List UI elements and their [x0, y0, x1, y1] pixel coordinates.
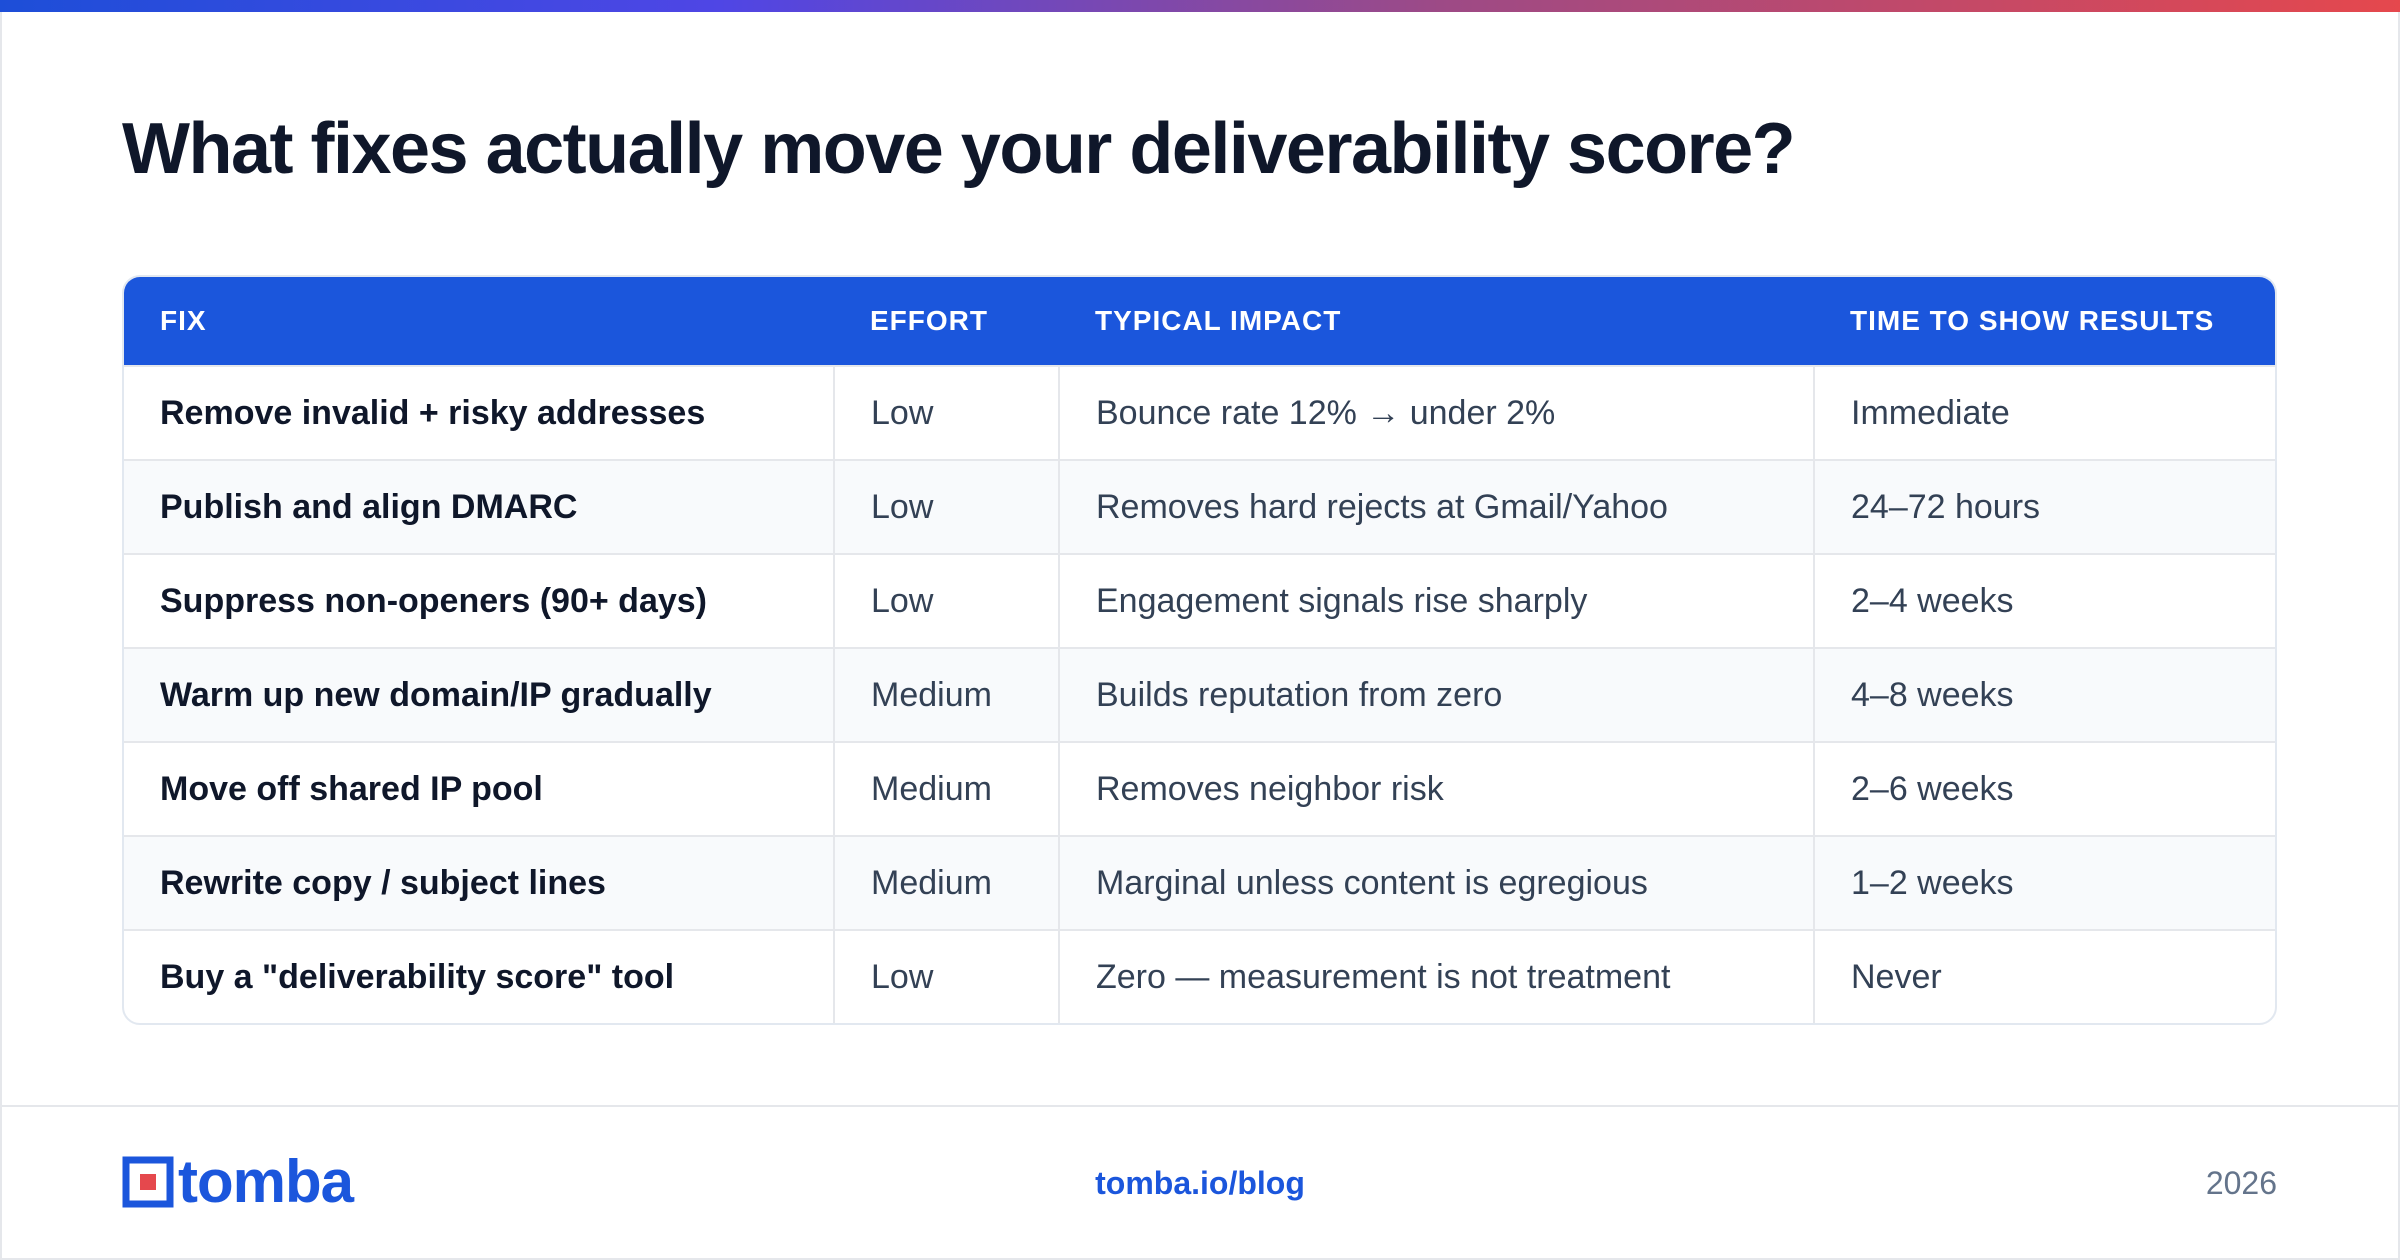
cell-fix: Buy a "deliverability score" tool — [124, 929, 834, 1023]
cell-impact: Engagement signals rise sharply — [1058, 553, 1814, 648]
top-gradient-bar — [0, 0, 2400, 12]
cell-impact: Removes hard rejects at Gmail/Yahoo — [1058, 459, 1814, 554]
cell-effort: Medium — [833, 835, 1059, 930]
footer-divider — [0, 1105, 2400, 1107]
table-row: Remove invalid + risky addresses Low Bou… — [124, 365, 2275, 460]
cell-effort: Low — [833, 459, 1059, 554]
cell-fix: Publish and align DMARC — [124, 459, 834, 554]
cell-effort: Low — [833, 929, 1059, 1023]
table-row: Rewrite copy / subject lines Medium Marg… — [124, 835, 2275, 930]
cell-time: 2–4 weeks — [1813, 553, 2275, 648]
cell-time: 1–2 weeks — [1813, 835, 2275, 930]
cell-time: 4–8 weeks — [1813, 647, 2275, 742]
logo-wordmark: tomba — [178, 1148, 354, 1215]
tomba-logo[interactable]: tomba — [122, 1148, 354, 1215]
cell-effort: Low — [833, 553, 1059, 648]
cell-effort: Medium — [833, 647, 1059, 742]
table-header-row: FIX EFFORT TYPICAL IMPACT TIME TO SHOW R… — [124, 277, 2275, 366]
cell-time: 24–72 hours — [1813, 459, 2275, 554]
cell-impact: Zero — measurement is not treatment — [1058, 929, 1814, 1023]
table-row: Suppress non-openers (90+ days) Low Enga… — [124, 553, 2275, 648]
cell-fix: Suppress non-openers (90+ days) — [124, 553, 834, 648]
cell-impact: Removes neighbor risk — [1058, 741, 1814, 836]
cell-impact: Marginal unless content is egregious — [1058, 835, 1814, 930]
footer-year: 2026 — [2205, 1165, 2277, 1201]
cell-fix: Remove invalid + risky addresses — [124, 365, 834, 460]
table-row: Buy a "deliverability score" tool Low Ze… — [124, 929, 2275, 1023]
cell-effort: Medium — [833, 741, 1059, 836]
cell-time: Immediate — [1813, 365, 2275, 460]
cell-effort: Low — [833, 365, 1059, 460]
cell-fix: Warm up new domain/IP gradually — [124, 647, 834, 742]
header-effort: EFFORT — [834, 277, 1059, 366]
table-row: Publish and align DMARC Low Removes hard… — [124, 459, 2275, 554]
header-typical-impact: TYPICAL IMPACT — [1059, 277, 1814, 366]
header-fix: FIX — [124, 277, 834, 366]
cell-time: Never — [1813, 929, 2275, 1023]
header-time-to-show-results: TIME TO SHOW RESULTS — [1814, 277, 2275, 366]
cell-fix: Move off shared IP pool — [124, 741, 834, 836]
page-title: What fixes actually move your deliverabi… — [122, 109, 1796, 189]
cell-time: 2–6 weeks — [1813, 741, 2275, 836]
table-row: Warm up new domain/IP gradually Medium B… — [124, 647, 2275, 742]
fixes-table: FIX EFFORT TYPICAL IMPACT TIME TO SHOW R… — [122, 275, 2277, 1025]
tomba-logo-icon — [122, 1156, 174, 1208]
table-row: Move off shared IP pool Medium Removes n… — [124, 741, 2275, 836]
blog-link[interactable]: tomba.io/blog — [1095, 1165, 1305, 1201]
cell-impact: Bounce rate 12% → under 2% — [1058, 365, 1814, 460]
cell-impact: Builds reputation from zero — [1058, 647, 1814, 742]
cell-fix: Rewrite copy / subject lines — [124, 835, 834, 930]
